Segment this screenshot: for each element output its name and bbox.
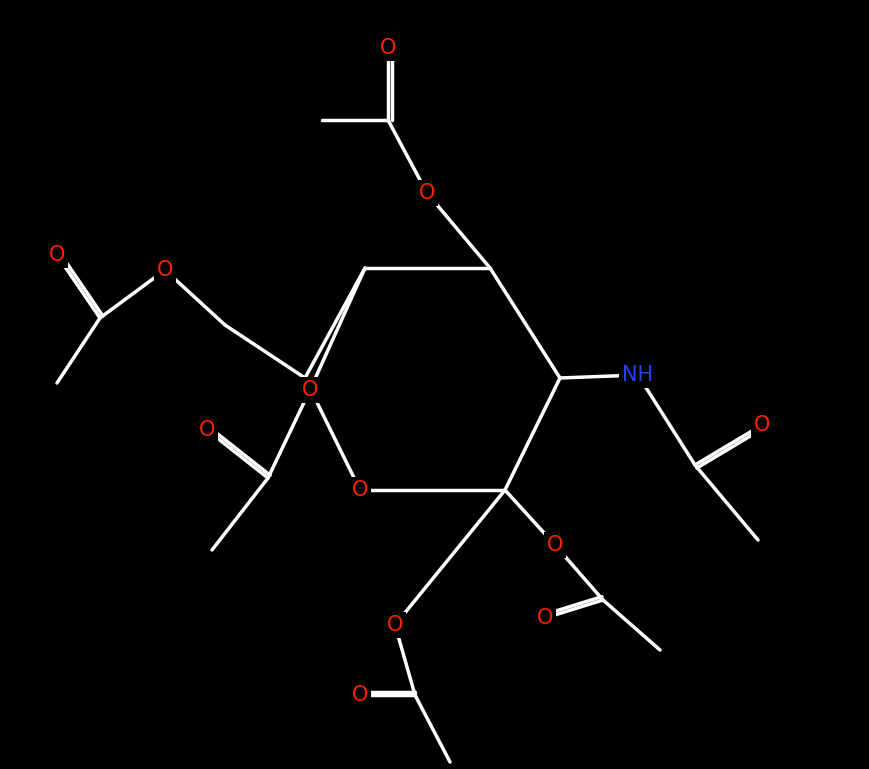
Text: O: O xyxy=(419,183,435,203)
Text: O: O xyxy=(199,420,216,440)
Text: O: O xyxy=(156,260,173,280)
Text: O: O xyxy=(49,245,65,265)
Text: O: O xyxy=(380,38,396,58)
Text: O: O xyxy=(302,380,318,400)
Text: NH: NH xyxy=(622,365,653,385)
Text: O: O xyxy=(352,480,368,500)
Text: O: O xyxy=(547,535,563,555)
Text: O: O xyxy=(387,615,403,635)
Text: O: O xyxy=(753,415,770,435)
Text: O: O xyxy=(537,608,554,628)
Text: O: O xyxy=(352,685,368,705)
